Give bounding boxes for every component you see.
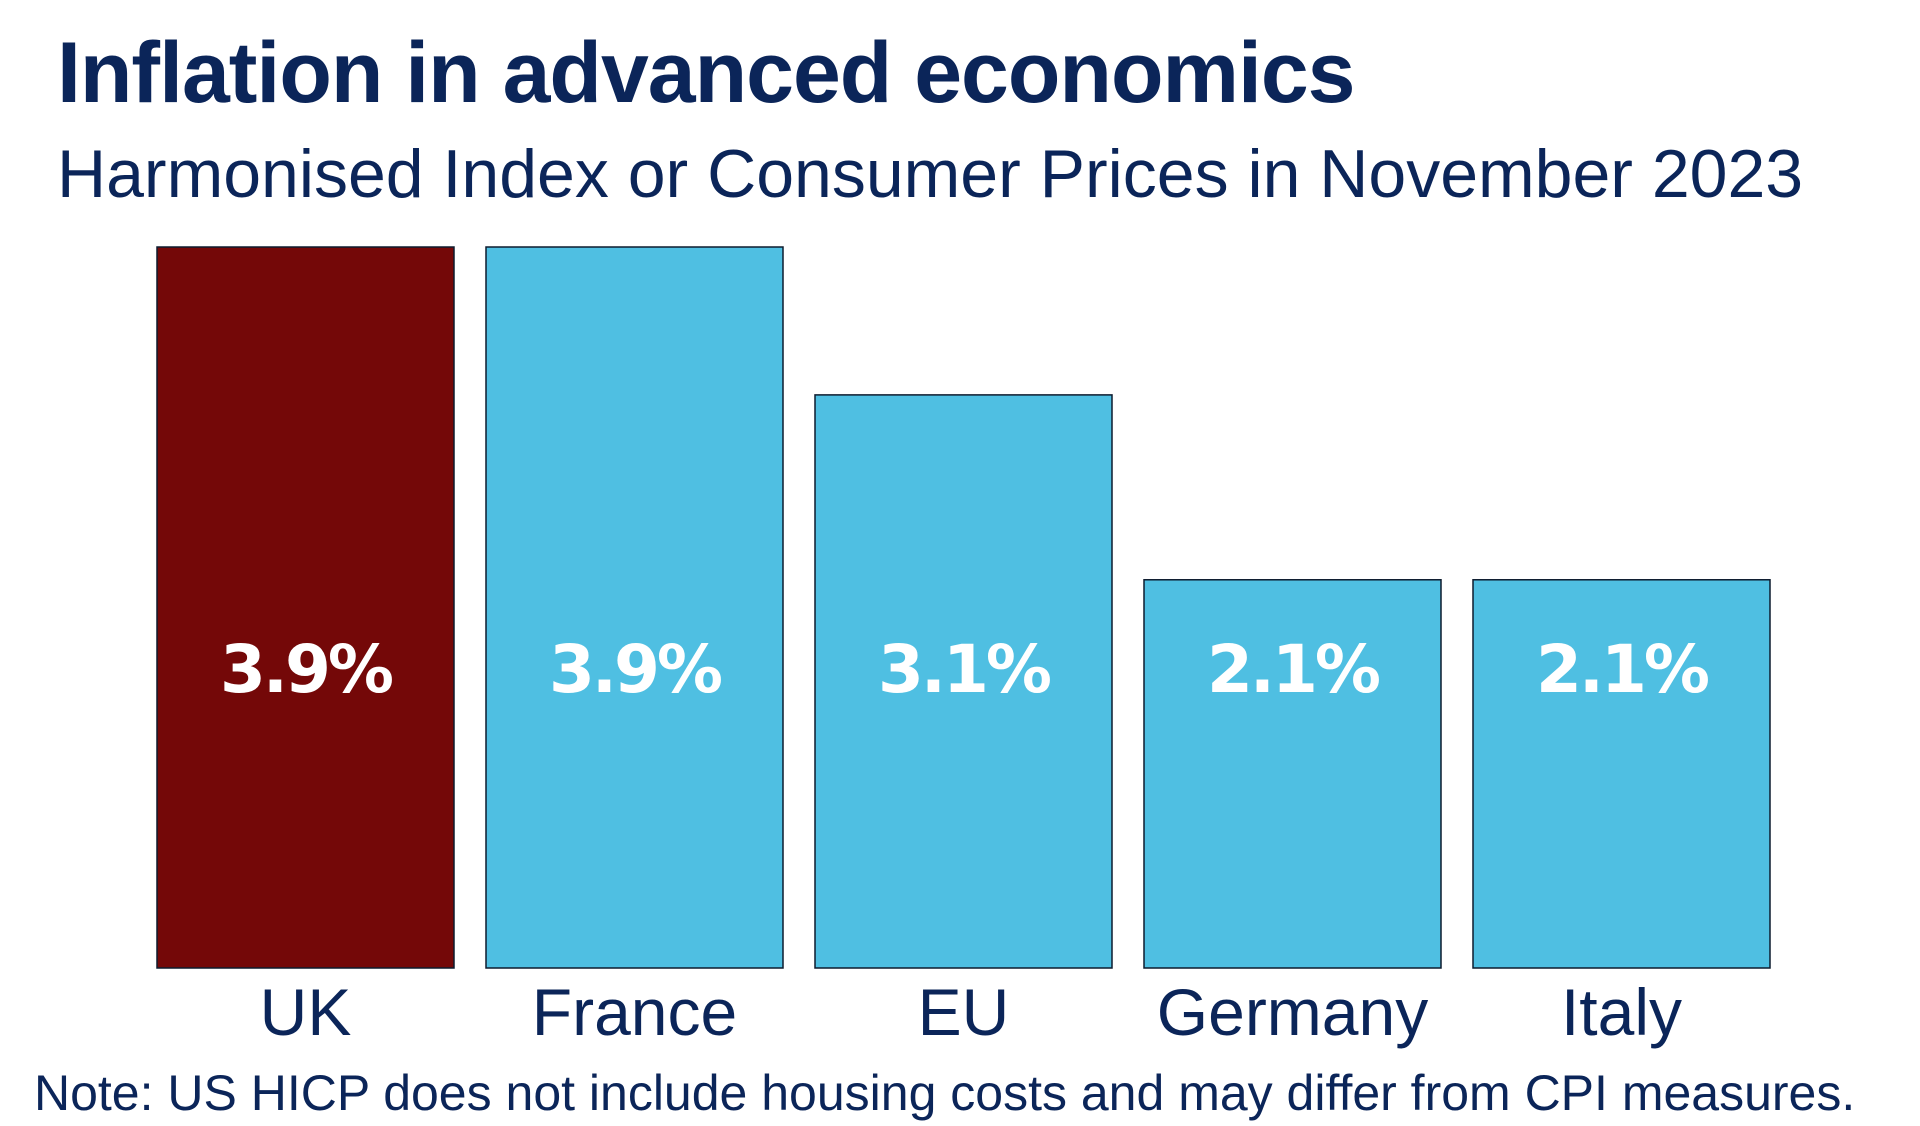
bar-germany	[1143, 579, 1442, 969]
category-label-italy: Italy	[1561, 975, 1682, 1049]
category-labels-layer: UK France EU Germany Italy	[260, 975, 1682, 1049]
bar-uk	[156, 246, 455, 969]
bars-layer	[156, 246, 1771, 969]
value-label-germany: 2.1%	[1207, 631, 1380, 708]
footnote: Note: US HICP does not include housing c…	[34, 1065, 1856, 1121]
category-label-germany: Germany	[1157, 975, 1428, 1049]
value-label-uk: 3.9%	[220, 631, 393, 708]
category-label-france: France	[532, 975, 737, 1049]
value-label-france: 3.9%	[549, 631, 722, 708]
value-labels-layer: 3.9% 3.9% 3.1% 2.1% 2.1%	[220, 631, 1712, 708]
chart-subtitle: Harmonised Index or Consumer Prices in N…	[57, 136, 1804, 212]
chart-title: Inflation in advanced economics	[57, 25, 1356, 121]
value-label-italy: 2.1%	[1536, 631, 1709, 708]
bar-eu	[814, 394, 1113, 969]
category-label-uk: UK	[260, 975, 352, 1049]
bar-france	[485, 246, 784, 969]
bar-italy	[1472, 579, 1771, 969]
category-label-eu: EU	[918, 975, 1010, 1049]
value-label-eu: 3.1%	[878, 631, 1051, 708]
